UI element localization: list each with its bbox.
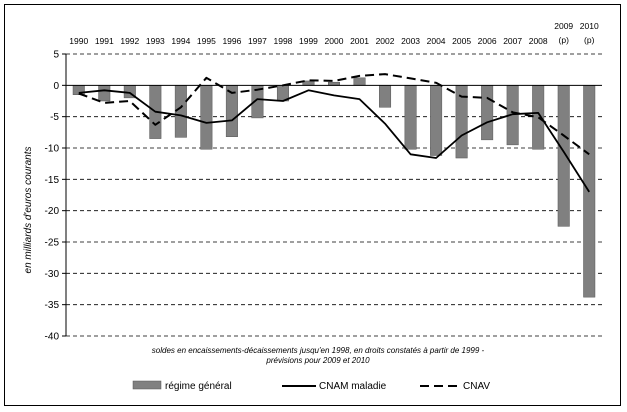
y-tick-label: -5 [50,112,59,123]
x-tick-label: 2002 [376,36,395,46]
axes [62,53,602,337]
x-tick-label: 1996 [222,36,241,46]
bar [98,85,111,102]
y-tick-label: -25 [45,238,60,249]
bar [379,85,392,108]
cnam-line [78,89,590,193]
y-axis-title: en milliards d'euros courants [23,147,34,274]
line-series [78,73,590,193]
x-tick-label: 2004 [427,36,446,46]
x-tick-label: 2006 [478,36,497,46]
footnote-line: soldes en encaissements-décaissements ju… [152,346,485,355]
x-tick-label: 1995 [197,36,216,46]
chart-frame [4,4,621,406]
x-tick-label: 1994 [171,36,190,46]
x-tick-label: 1990 [69,36,88,46]
x-tick-label: 2000 [325,36,344,46]
footnote-line: prévisions pour 2009 et 2010 [265,356,370,365]
y-tick-label: -40 [45,332,60,343]
x-tick-label: 1992 [120,36,139,46]
footnote: soldes en encaissements-décaissements ju… [152,346,485,365]
x-tick-label: 2010 [580,21,599,31]
y-tick-label: -35 [45,300,60,311]
cnav-line [78,73,590,156]
bar [174,85,187,138]
bar [557,85,570,227]
x-tick-label: 2001 [350,36,369,46]
legend-swatch-regime-general [132,380,162,390]
x-tick-label: 1993 [146,36,165,46]
legend-label-cnav: CNAV [463,381,490,392]
x-tick-labels: 1990 1991 1992 1993 1994 1995 1996 1997 1998 1999… [69,21,599,46]
x-tick-label: 2005 [452,36,471,46]
x-tick-label: 2009 [554,21,573,31]
bar [430,85,443,156]
x-tick-label: (p) [559,35,570,45]
bar-series [72,77,596,298]
x-tick-label: 2003 [401,36,420,46]
legend: régime général CNAM maladie CNAV [132,380,490,392]
x-tick-label: 1991 [95,36,114,46]
x-tick-label: 2008 [529,36,548,46]
x-tick-label: (p) [584,35,595,45]
x-tick-label: 1999 [299,36,318,46]
y-tick-label: -15 [45,175,60,186]
bar [481,85,494,141]
bar [353,77,366,86]
bar [200,85,213,150]
y-tick-labels: 5 0 -5 -10 -15 -20 -25 -30 -35 -40 [45,50,60,343]
bar [532,85,545,150]
y-tick-label: 0 [53,81,59,92]
bar [404,85,417,150]
y-tick-label: -20 [45,206,60,217]
y-tick-label: 5 [53,50,59,61]
legend-label-regime-general: régime général [165,381,232,392]
x-tick-label: 2007 [503,36,522,46]
y-tick-label: -10 [45,144,60,155]
gridlines [66,53,602,337]
x-tick-label: 1997 [248,36,267,46]
y-tick-label: -30 [45,269,60,280]
x-tick-label: 1998 [273,36,292,46]
legend-label-cnam: CNAM maladie [319,381,387,392]
